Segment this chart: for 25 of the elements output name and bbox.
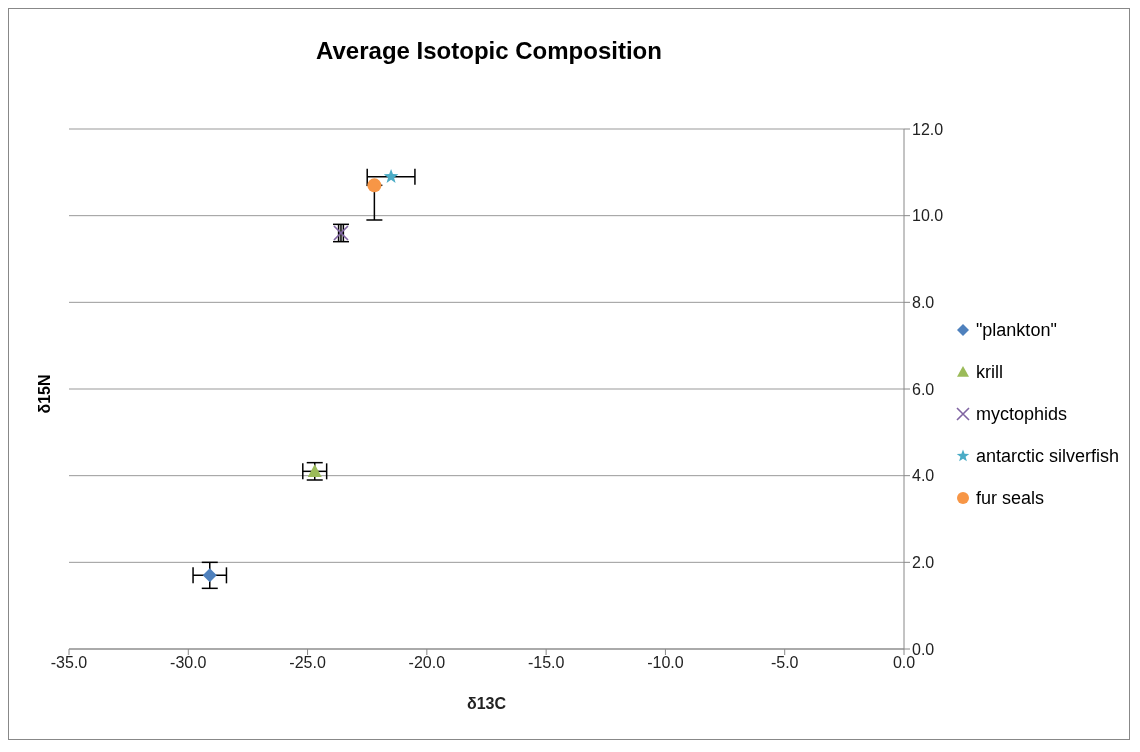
- y-tick-label: 4.0: [912, 467, 935, 485]
- y-tick-label: 2.0: [912, 554, 935, 572]
- x-tick-label: -30.0: [170, 654, 207, 672]
- y-tick-label: 10.0: [912, 207, 944, 225]
- x-tick-label: -35.0: [50, 654, 88, 672]
- x-axis-title: δ13C: [466, 695, 507, 712]
- y-axis-title: δ15N: [36, 374, 54, 414]
- x-tick-label: -10.0: [647, 654, 684, 672]
- y-tick-label: 8.0: [912, 294, 935, 312]
- x-tick-label: -15.0: [527, 654, 565, 672]
- legend-label: "plankton": [975, 319, 1057, 341]
- legend-label: myctophids: [975, 403, 1067, 425]
- chart-title: Average Isotopic Composition: [315, 37, 663, 65]
- point: [307, 464, 322, 477]
- x-tick-label: -5.0: [770, 654, 799, 672]
- y-tick-label: 6.0: [912, 380, 935, 398]
- legend-label: fur seals: [975, 487, 1044, 509]
- point: [383, 168, 399, 183]
- legend-label: krill: [975, 361, 1003, 383]
- x-tick-label: 0.0: [892, 654, 916, 672]
- point: [202, 568, 217, 583]
- x-tick-label: -20.0: [408, 654, 446, 672]
- legend-label: antarctic silverfish: [975, 445, 1119, 467]
- x-tick-label: -25.0: [289, 654, 326, 672]
- y-tick-label: 12.0: [912, 120, 944, 138]
